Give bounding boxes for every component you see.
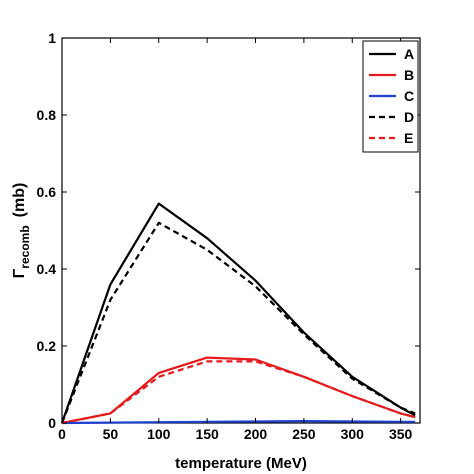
y-tick-label: 1	[48, 30, 56, 46]
x-tick-label: 0	[58, 426, 66, 442]
y-tick-label: 0.8	[37, 107, 57, 123]
y-tick-label: 0.4	[37, 261, 57, 277]
y-axis-label: Γrecomb (mb)	[11, 183, 32, 279]
x-tick-label: 150	[195, 426, 219, 442]
legend-label-e: E	[404, 130, 413, 146]
x-tick-label: 350	[389, 426, 413, 442]
y-tick-label: 0	[48, 415, 56, 431]
x-tick-label: 250	[292, 426, 316, 442]
y-axis-label-subscript: recomb	[18, 225, 32, 268]
legend-label-c: C	[404, 88, 414, 104]
y-axis-label-unit: (mb)	[11, 183, 28, 218]
plot-area-border	[61, 37, 421, 424]
x-tick-label: 50	[103, 426, 119, 442]
series-line-b	[61, 356, 416, 425]
legend-label-a: A	[404, 46, 414, 62]
series-line-d	[60, 221, 416, 424]
y-tick-label: 0.2	[37, 338, 57, 354]
x-axis-label: temperature (MeV)	[175, 455, 307, 472]
x-tick-label: 200	[244, 426, 268, 442]
legend-label-d: D	[404, 109, 414, 125]
legend-label-b: B	[404, 67, 414, 83]
series-line-e	[61, 360, 416, 425]
ticks-group: 0 50 100 150 200 250 300 350 0 0.2 0.4 0.6 0.8 1	[37, 30, 420, 442]
x-tick-label: 300	[341, 426, 365, 442]
y-axis-label-symbol: Γ	[11, 268, 28, 278]
x-tick-label: 100	[147, 426, 171, 442]
series-group	[60, 202, 416, 425]
axes-frame	[61, 37, 421, 424]
y-tick-label: 0.6	[37, 184, 57, 200]
series-line-a	[60, 202, 416, 424]
